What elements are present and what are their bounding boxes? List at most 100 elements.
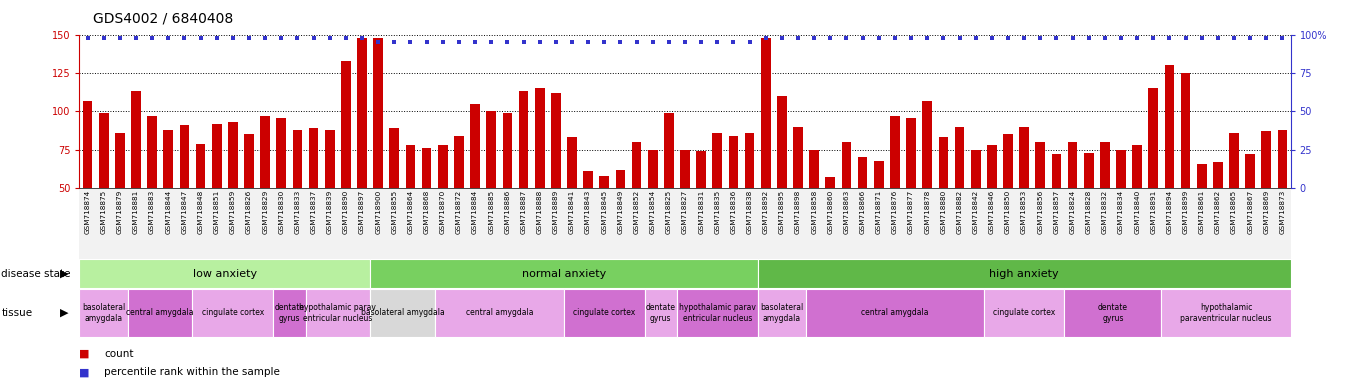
Bar (745, 133, 755, 188)
Bar (322, 188, 338, 259)
Text: GSM718883: GSM718883 (149, 190, 155, 234)
Text: GSM718900: GSM718900 (375, 190, 381, 234)
Bar (148, 116, 158, 188)
Bar (499, 188, 515, 259)
Point (626, 39, 648, 45)
Point (464, 39, 486, 45)
Bar (1181, 73, 1191, 188)
Bar (967, 188, 984, 259)
Bar (289, 188, 306, 259)
Bar (1048, 188, 1064, 259)
Text: GSM718898: GSM718898 (795, 190, 801, 234)
Text: GSM718840: GSM718840 (1134, 190, 1140, 234)
Bar (519, 91, 529, 188)
Bar (696, 151, 706, 188)
Text: GSM718881: GSM718881 (133, 190, 138, 234)
Bar (922, 101, 932, 188)
Bar (1274, 188, 1291, 259)
Point (141, 35, 163, 41)
Bar (374, 38, 384, 188)
Text: GSM718847: GSM718847 (181, 190, 188, 234)
Text: GSM718877: GSM718877 (908, 190, 914, 234)
Bar (258, 188, 273, 259)
Bar (370, 188, 386, 259)
Bar (127, 188, 144, 259)
Bar (1081, 188, 1097, 259)
Point (286, 35, 308, 41)
Point (189, 35, 211, 41)
Point (1045, 35, 1067, 41)
Bar (160, 188, 177, 259)
Bar (306, 289, 370, 337)
Text: GSM718838: GSM718838 (747, 190, 752, 234)
Bar (386, 188, 403, 259)
Point (641, 39, 663, 45)
Bar (680, 150, 690, 188)
Point (560, 39, 582, 45)
Text: GSM718878: GSM718878 (925, 190, 930, 234)
Bar (358, 38, 367, 188)
Bar (1226, 188, 1243, 259)
Bar (810, 150, 819, 188)
Point (415, 39, 437, 45)
Text: GSM718861: GSM718861 (1199, 190, 1204, 234)
Text: ■: ■ (79, 367, 90, 377)
Text: GSM718891: GSM718891 (1151, 190, 1156, 234)
Bar (758, 188, 774, 259)
Point (819, 35, 841, 41)
Bar (1243, 188, 1258, 259)
Bar (903, 188, 919, 259)
Text: basolateral
amygdala: basolateral amygdala (760, 303, 804, 323)
Text: GSM718845: GSM718845 (601, 190, 607, 234)
Bar (1132, 145, 1143, 188)
Bar (806, 188, 822, 259)
Point (593, 39, 615, 45)
Point (997, 35, 1019, 41)
Bar (132, 91, 141, 188)
Text: GSM718835: GSM718835 (714, 190, 721, 234)
Point (303, 35, 325, 41)
Text: GSM718897: GSM718897 (359, 190, 364, 234)
Bar (645, 289, 677, 337)
Bar (1000, 188, 1017, 259)
Point (1110, 35, 1132, 41)
Point (222, 35, 244, 41)
Text: low anxiety: low anxiety (193, 268, 256, 279)
Text: GSM718892: GSM718892 (763, 190, 769, 234)
Point (448, 39, 470, 45)
Text: dentate
gyrus: dentate gyrus (1097, 303, 1128, 323)
Text: hypothalamic parav
entricular nucleus: hypothalamic parav entricular nucleus (680, 303, 756, 323)
Bar (564, 188, 580, 259)
Point (1271, 35, 1293, 41)
Bar (1145, 188, 1162, 259)
Text: GSM718842: GSM718842 (973, 190, 978, 234)
Text: hypothalamic parav
entricular nucleus: hypothalamic parav entricular nucleus (300, 303, 377, 323)
Point (867, 35, 889, 41)
Bar (82, 101, 92, 188)
Text: count: count (104, 349, 134, 359)
Point (1143, 35, 1164, 41)
Point (238, 35, 260, 41)
Text: cingulate cortex: cingulate cortex (993, 308, 1055, 318)
Text: GSM718899: GSM718899 (1182, 190, 1189, 234)
Bar (144, 188, 160, 259)
Text: GSM718839: GSM718839 (327, 190, 333, 234)
Bar (955, 127, 964, 188)
Text: GSM718850: GSM718850 (1006, 190, 1011, 234)
Text: hypothalamic
paraventricular nucleus: hypothalamic paraventricular nucleus (1180, 303, 1271, 323)
Text: GSM718859: GSM718859 (230, 190, 236, 234)
Text: GSM718843: GSM718843 (585, 190, 590, 234)
Bar (532, 188, 548, 259)
Bar (760, 38, 770, 188)
Text: GSM718825: GSM718825 (666, 190, 671, 234)
Bar (548, 188, 564, 259)
Point (174, 35, 196, 41)
Text: GSM718866: GSM718866 (859, 190, 866, 234)
Text: GSM718882: GSM718882 (956, 190, 963, 234)
Bar (419, 188, 434, 259)
Text: GSM718844: GSM718844 (166, 190, 171, 234)
Point (270, 35, 292, 41)
Bar (453, 136, 464, 188)
Bar (212, 124, 222, 188)
Point (529, 39, 551, 45)
